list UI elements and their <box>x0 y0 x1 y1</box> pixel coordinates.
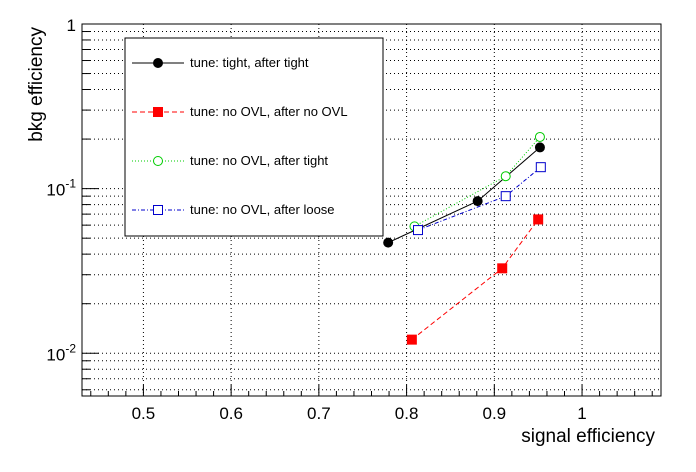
legend-label: tune: no OVL, after tight <box>190 153 328 168</box>
legend-item: tune: tight, after tight <box>132 55 309 70</box>
series-1 <box>406 214 544 345</box>
data-point <box>500 171 511 182</box>
legend-items: tune: tight, after tight tune: no OVL, af… <box>132 55 348 217</box>
x-axis-title: signal efficiency <box>521 426 655 447</box>
series-3 <box>412 162 546 236</box>
legend-label: tune: no OVL, after loose <box>190 202 335 217</box>
x-tick-label: 0.8 <box>395 404 419 423</box>
legend-label: tune: no OVL, after no OVL <box>190 104 348 119</box>
x-tick-label: 0.5 <box>132 404 156 423</box>
legend-item: tune: no OVL, after no OVL <box>132 104 348 119</box>
legend: tune: tight, after tight tune: no OVL, af… <box>124 37 384 237</box>
legend-marker <box>153 156 163 166</box>
plot-frame <box>81 23 662 397</box>
data-point <box>412 225 423 236</box>
data-point <box>406 334 417 345</box>
legend-marker <box>153 205 163 215</box>
y-tick-label: 10-2 <box>46 341 76 364</box>
series-line <box>414 136 541 227</box>
x-tick-label: 0.9 <box>482 404 506 423</box>
data-point <box>533 214 544 225</box>
x-tick-labels: 0.5 0.6 0.7 0.8 0.9 1 <box>132 404 587 423</box>
x-tick-label: 1 <box>577 404 586 423</box>
data-point <box>472 196 483 207</box>
y-axis-title: bkg efficiency <box>26 27 47 142</box>
legend-box <box>124 37 384 237</box>
legend-marker <box>153 58 163 68</box>
data-point <box>497 263 508 274</box>
y-tick-label: 10-1 <box>46 177 76 200</box>
data-point <box>534 131 545 142</box>
data-point <box>383 237 394 248</box>
x-tick-label: 0.6 <box>219 404 243 423</box>
data-point <box>500 191 511 202</box>
data-point <box>535 162 546 173</box>
legend-item: tune: no OVL, after loose <box>132 202 335 217</box>
legend-item: tune: no OVL, after tight <box>132 153 328 168</box>
y-tick-label: 1 <box>67 16 76 35</box>
data-point <box>534 142 545 153</box>
axis-ticks <box>82 23 653 396</box>
legend-label: tune: tight, after tight <box>190 55 309 70</box>
series-layer <box>383 131 546 345</box>
y-tick-labels: 1 10-1 10-2 <box>46 16 76 364</box>
x-tick-label: 0.7 <box>307 404 331 423</box>
legend-marker <box>153 107 163 117</box>
